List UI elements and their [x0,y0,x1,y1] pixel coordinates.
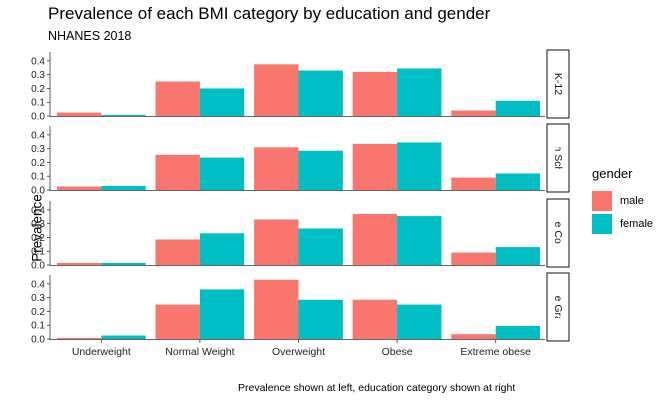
legend-item-female: female [592,212,653,235]
y-tick-label: 0.0 [31,112,45,123]
bar-male-normal-weight [155,154,200,190]
bar-male-obese [352,214,398,265]
bar-male-underweight [56,112,102,116]
facet-strip [546,123,570,193]
facet-strip-label: K-12 [552,73,564,95]
y-tick-label: 0.3 [31,219,45,230]
facet-strip-label: College Graduate [552,266,564,348]
chart-subtitle: NHANES 2018 [48,29,132,43]
x-tick-label: Overweight [272,346,325,358]
y-tick-label: 0.2 [31,84,45,95]
bar-female-obese [397,304,442,339]
bar-male-underweight [56,337,102,339]
y-tick-label: 0.2 [31,233,45,244]
facet-strip-label: Some College [552,200,564,266]
y-tick-label: 0.1 [31,321,45,332]
bar-male-extreme-obese [451,110,496,116]
bar-female-obese [397,216,442,265]
bar-female-underweight [101,114,146,116]
bar-male-overweight [254,64,299,116]
bar-female-normal-weight [199,157,245,190]
bar-female-overweight [298,228,343,265]
legend-label-male: male [620,194,644,207]
legend-title: gender [592,166,633,181]
legend-item-male: male [592,189,653,212]
bar-male-extreme-obese [451,177,496,190]
legend: gender male female [592,166,653,235]
bar-male-overweight [254,219,299,265]
y-tick-label: 0.0 [31,335,45,346]
bar-male-overweight [254,279,299,339]
bar-female-normal-weight [199,88,245,116]
y-tick-label: 0.1 [31,172,45,183]
bar-male-obese [352,71,398,116]
bar-female-extreme-obese [495,100,541,116]
bar-female-overweight [298,299,343,339]
bar-female-obese [397,142,442,190]
bar-female-normal-weight [199,233,245,265]
bar-male-obese [352,143,398,190]
legend-label-female: female [620,217,654,230]
bar-female-extreme-obese [495,247,541,265]
facet-strip [546,49,570,119]
bar-female-overweight [298,150,343,190]
y-tick-label: 0.1 [31,98,45,109]
y-tick-label: 0.3 [31,293,45,304]
bar-female-underweight [101,185,146,190]
bar-female-extreme-obese [495,173,541,190]
bar-female-normal-weight [199,289,245,339]
y-tick-label: 0.2 [31,307,45,318]
y-tick-label: 0.3 [31,70,45,81]
y-tick-label: 0.4 [31,279,45,290]
chart-title: Prevalence of each BMI category by educa… [48,4,491,23]
y-tick-label: 0.0 [31,261,45,272]
bar-male-normal-weight [155,304,200,339]
legend-swatch-female [592,213,612,234]
x-tick-label: Extreme obese [460,346,531,358]
bar-male-extreme-obese [451,334,496,339]
bar-male-normal-weight [155,239,200,265]
x-tick-label: Underweight [72,346,131,358]
facet-strip [546,198,570,268]
y-tick-label: 0.2 [31,158,45,169]
legend-swatch-male [592,190,612,211]
facet-strip-label: High School [552,130,564,187]
x-tick-label: Normal Weight [165,346,234,358]
chart-caption: Prevalence shown at left, education cate… [238,382,516,394]
bar-female-obese [397,68,442,116]
y-tick-label: 0.3 [31,144,45,155]
y-tick-label: 0.4 [31,56,45,67]
bar-female-extreme-obese [495,325,541,339]
facet-strip [546,272,570,342]
bar-female-overweight [298,70,343,116]
bar-male-obese [352,299,398,339]
bar-male-underweight [56,186,102,190]
bar-male-normal-weight [155,81,200,116]
bar-female-underweight [101,262,146,265]
y-tick-label: 0.4 [31,130,45,141]
bar-male-underweight [56,262,102,265]
y-tick-label: 0.4 [31,205,45,216]
bar-male-extreme-obese [451,252,496,265]
y-tick-label: 0.0 [31,186,45,197]
y-tick-label: 0.1 [31,247,45,258]
bar-male-overweight [254,147,299,190]
bar-female-underweight [101,335,146,339]
x-tick-label: Obese [382,346,413,358]
